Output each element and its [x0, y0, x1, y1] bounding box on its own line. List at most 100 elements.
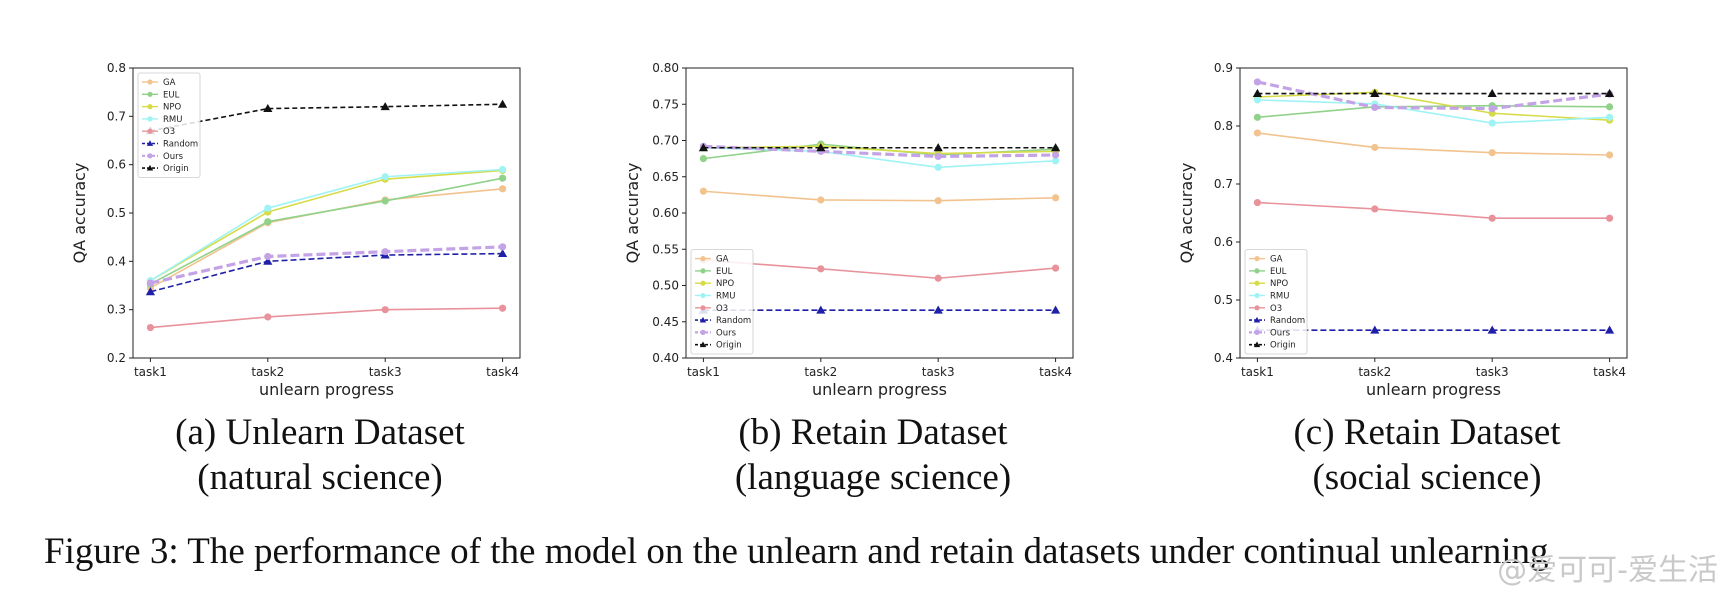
- caption-a-line1: (a) Unlearn Dataset: [175, 412, 465, 453]
- chart-a-point-ours-1: [146, 279, 155, 287]
- chart-a-line-ours: [150, 245, 503, 285]
- chart-c-point-random-2: [1370, 325, 1380, 334]
- chart-b-legend-label-random: Random: [716, 316, 751, 326]
- chart-c-legend-label-o3: O3: [1270, 304, 1282, 314]
- chart-c-point-o3-4: [1605, 214, 1614, 222]
- chart-c-point-ours-2: [1371, 103, 1379, 112]
- chart-c-series-ours: [1253, 78, 1614, 113]
- chart-a-line-rmu: [149, 168, 503, 282]
- chart-b-ytick-label: 0.40: [652, 351, 679, 365]
- chart-b-legend-label-origin: Origin: [716, 341, 742, 351]
- chart-a-ylabel: QA accuracy: [70, 163, 89, 264]
- chart-b-point-random-4: [1050, 305, 1061, 314]
- chart-a-xtick-label: task2: [251, 365, 284, 379]
- chart-b-xtick-label: task4: [1039, 365, 1072, 379]
- chart-a-point-rmu-2: [264, 204, 272, 212]
- chart-b-legend-marker-o3: [700, 305, 706, 311]
- chart-b-ytick-label: 0.75: [652, 97, 679, 111]
- chart-a-legend-label-origin: Origin: [163, 164, 189, 174]
- chart-c-point-origin-4: [1604, 88, 1615, 97]
- chart-b-series-origin: [698, 143, 1061, 152]
- chart-c-legend-marker-npo: [1254, 280, 1260, 286]
- chart-a-legend-marker-ours: [147, 153, 153, 159]
- chart-c-point-o3-1: [1253, 198, 1262, 207]
- chart-c-point-ga-3: [1488, 149, 1496, 157]
- chart-b-xlabel: unlearn progress: [812, 380, 947, 399]
- chart-a-legend-marker-o3: [147, 128, 153, 134]
- chart-a-line-o3: [150, 307, 503, 329]
- chart-b-ytick-label: 0.55: [652, 242, 679, 256]
- chart-a-legend-marker-rmu: [147, 116, 153, 122]
- chart-c-legend-marker-random: [1253, 316, 1261, 323]
- chart-b-point-rmu-4: [1051, 157, 1060, 165]
- chart-b-xtick-label: task3: [922, 365, 955, 379]
- chart-c-series-origin: [1252, 88, 1615, 97]
- chart-b-point-random-2: [816, 305, 826, 314]
- caption-c-line1: (c) Retain Dataset: [1293, 412, 1561, 453]
- chart-c-series-rmu: [1253, 96, 1614, 127]
- chart-a-point-ours-2: [264, 252, 272, 261]
- chart-a-legend-marker-eul: [147, 91, 153, 97]
- chart-c-point-random-4: [1604, 325, 1615, 334]
- chart-b-line-ours: [703, 144, 1056, 159]
- chart-c-ytick-label: 0.8: [1214, 119, 1233, 133]
- chart-a: 0.2 0.3 0.4 0.5 0.6 0.7 0.8 task1 task2 task3 task…: [70, 61, 521, 399]
- chart-b-line-o3: [703, 259, 1056, 280]
- chart-c-ytick-label: 0.5: [1214, 293, 1233, 307]
- chart-c-legend-label-ga: GA: [1270, 255, 1283, 265]
- chart-b-ytick-label: 0.70: [652, 134, 679, 148]
- chart-a-legend-label-o3: O3: [163, 127, 175, 137]
- chart-c-line-o3: [1257, 201, 1610, 220]
- chart-b-legend-label-rmu: RMU: [716, 292, 735, 302]
- chart-b-point-ga-2: [817, 196, 825, 204]
- chart-c-point-ga-4: [1605, 151, 1614, 159]
- chart-c-legend-marker-eul: [1254, 268, 1260, 274]
- chart-b-ytick-label: 0.45: [652, 315, 679, 329]
- chart-b-legend-marker-random: [699, 316, 707, 323]
- chart-a-point-o3-1: [146, 323, 155, 332]
- chart-a-point-o3-4: [498, 304, 507, 312]
- chart-a-point-ga-4: [498, 185, 507, 193]
- figure-caption: Figure 3: The performance of the model o…: [44, 531, 1549, 572]
- chart-a-point-rmu-4: [498, 165, 507, 174]
- chart-b-legend-box: [690, 249, 754, 355]
- chart-a-point-origin-3: [380, 102, 390, 111]
- chart-c-legend-label-rmu: RMU: [1270, 292, 1289, 302]
- watermark: @爱可可-爱生活: [1497, 553, 1718, 588]
- chart-b-ylabel: QA accuracy: [623, 163, 642, 264]
- chart-a-ytick-label: 0.2: [107, 351, 126, 365]
- chart-b-point-ours-3: [934, 152, 942, 161]
- chart-b-point-origin-3: [933, 143, 943, 152]
- chart-a-xtick-label: task1: [134, 365, 167, 379]
- chart-b-legend-marker-npo: [700, 280, 706, 286]
- chart-b-point-o3-3: [934, 274, 942, 282]
- chart-c-line-ours: [1257, 80, 1610, 111]
- chart-a-point-ours-4: [498, 243, 507, 251]
- chart-c-legend-label-npo: NPO: [1270, 279, 1288, 289]
- chart-c-legend-marker-o3: [1254, 305, 1260, 311]
- caption-c-line2: (social science): [1312, 457, 1541, 498]
- chart-a-xlabel: unlearn progress: [259, 380, 394, 399]
- chart-b-legend-marker-rmu: [700, 292, 706, 299]
- chart-a-ytick-label: 0.8: [107, 61, 126, 75]
- chart-c-series-eul: [1253, 102, 1614, 121]
- chart-a-line-eul: [150, 177, 503, 285]
- chart-b-point-o3-4: [1051, 264, 1060, 272]
- chart-b-xtick-label: task2: [804, 365, 837, 379]
- chart-c-xtick-label: task3: [1476, 365, 1509, 379]
- chart-a-line-origin: [150, 103, 503, 132]
- chart-a-point-origin-2: [263, 104, 273, 113]
- chart-c-point-origin-3: [1487, 88, 1497, 97]
- chart-c-xlabel: unlearn progress: [1366, 380, 1501, 399]
- chart-a-ytick-label: 0.7: [107, 109, 126, 123]
- chart-b-series-random: [698, 305, 1061, 314]
- chart-c-legend-marker-origin: [1253, 341, 1261, 348]
- chart-a-point-rmu-3: [381, 173, 389, 181]
- chart-c-line-rmu: [1257, 99, 1610, 124]
- chart-c-line-eul: [1257, 104, 1610, 119]
- chart-c-legend-box: [1244, 249, 1308, 355]
- chart-b-point-origin-4: [1050, 143, 1061, 152]
- caption-a-line2: (natural science): [197, 457, 443, 498]
- chart-a-point-o3-2: [264, 313, 272, 321]
